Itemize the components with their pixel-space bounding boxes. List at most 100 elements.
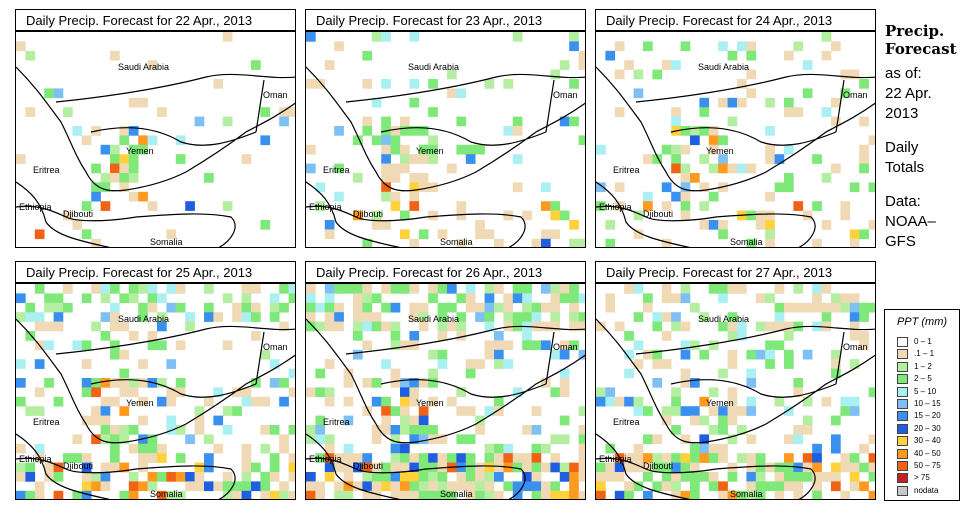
africa-coast bbox=[16, 205, 236, 247]
oman-border bbox=[255, 79, 265, 133]
precip-cell bbox=[437, 359, 448, 369]
precip-cell bbox=[541, 340, 551, 351]
precip-cell bbox=[371, 378, 382, 388]
precip-cell bbox=[110, 378, 120, 388]
precip-cell bbox=[428, 284, 438, 294]
precip-cell bbox=[53, 312, 64, 322]
precip-cell bbox=[765, 126, 775, 136]
precip-cell bbox=[418, 406, 429, 416]
precip-cell bbox=[652, 154, 663, 164]
precip-cell bbox=[484, 406, 495, 416]
precip-cell bbox=[550, 302, 561, 313]
precip-cell bbox=[578, 462, 585, 473]
precip-cell bbox=[400, 453, 410, 463]
precip-cell bbox=[334, 462, 344, 473]
precip-cell bbox=[400, 126, 410, 136]
precip-cell bbox=[222, 340, 233, 351]
precip-cell bbox=[661, 472, 672, 482]
map-label-saudi-arabia: Saudi Arabia bbox=[118, 314, 169, 324]
precip-cell bbox=[802, 396, 813, 407]
precip-cell bbox=[128, 378, 139, 388]
precip-cell bbox=[260, 481, 271, 492]
map-label-somalia: Somalia bbox=[730, 489, 763, 499]
precip-cell bbox=[550, 490, 561, 499]
precip-cell bbox=[512, 32, 523, 42]
legend-label: nodata bbox=[914, 485, 939, 495]
precip-cell bbox=[110, 425, 120, 435]
map-label-somalia: Somalia bbox=[150, 237, 183, 247]
precip-cell bbox=[306, 481, 316, 492]
precip-cell bbox=[821, 302, 832, 313]
precip-cell bbox=[559, 472, 570, 482]
precip-cell bbox=[793, 434, 804, 445]
precip-cell bbox=[624, 284, 634, 294]
precip-cell bbox=[755, 490, 766, 499]
precip-cell bbox=[569, 340, 579, 351]
precip-cell bbox=[306, 79, 316, 89]
precip-cell bbox=[643, 462, 653, 473]
precip-cell bbox=[643, 349, 653, 360]
precip-cell bbox=[840, 462, 851, 473]
precip-cell bbox=[390, 378, 401, 388]
precip-cell bbox=[279, 378, 289, 388]
precip-cell bbox=[315, 490, 326, 499]
precip-cell bbox=[428, 293, 438, 304]
precip-cell bbox=[381, 79, 391, 89]
precip-cell bbox=[512, 126, 523, 136]
precip-cell bbox=[465, 472, 476, 482]
precip-cell bbox=[680, 144, 691, 155]
precip-cell bbox=[746, 453, 757, 463]
map-label-djibouti: Djibouti bbox=[63, 461, 93, 471]
precip-cell bbox=[859, 79, 869, 89]
precip-cell bbox=[400, 462, 410, 473]
precip-cell bbox=[531, 406, 542, 416]
precip-cell bbox=[437, 321, 448, 332]
precip-cell bbox=[690, 481, 700, 492]
precip-cell bbox=[643, 453, 653, 463]
precip-cell bbox=[512, 481, 523, 492]
precip-cell bbox=[371, 32, 382, 42]
precip-cell bbox=[849, 481, 860, 492]
precip-cell bbox=[334, 191, 344, 202]
coastline bbox=[306, 66, 585, 192]
precip-cell bbox=[708, 135, 719, 146]
precip-cell bbox=[381, 135, 391, 146]
precip-cell bbox=[343, 368, 354, 379]
precip-cell bbox=[288, 284, 295, 294]
precip-cell bbox=[34, 406, 45, 416]
forecast-panel: Daily Precip. Forecast for 25 Apr., 2013… bbox=[15, 261, 296, 500]
precip-cell bbox=[793, 490, 804, 499]
map-label-djibouti: Djibouti bbox=[353, 209, 383, 219]
precip-cell bbox=[353, 312, 363, 322]
precip-cell bbox=[269, 312, 280, 322]
precip-cell bbox=[578, 312, 585, 322]
precip-cell bbox=[110, 462, 120, 473]
precip-cell bbox=[690, 453, 700, 463]
precip-cell bbox=[652, 349, 663, 360]
precip-cell bbox=[381, 396, 391, 407]
precip-cell bbox=[512, 312, 523, 322]
precip-cell bbox=[569, 116, 579, 127]
precip-cell bbox=[34, 387, 45, 398]
precip-cell bbox=[334, 481, 344, 492]
precip-cell bbox=[400, 481, 410, 492]
map-label-saudi-arabia: Saudi Arabia bbox=[408, 314, 459, 324]
precip-cell bbox=[802, 415, 813, 426]
precip-cell bbox=[315, 321, 326, 332]
map-label-saudi-arabia: Saudi Arabia bbox=[118, 62, 169, 72]
precip-cell bbox=[447, 396, 457, 407]
precip-cell bbox=[418, 453, 429, 463]
precip-cell bbox=[288, 453, 295, 463]
precip-map-svg: Saudi Arabia Oman Yemen Eritrea Ethiopia Djib… bbox=[306, 284, 585, 499]
precip-cell bbox=[400, 163, 410, 174]
precip-cell bbox=[614, 107, 625, 117]
precip-cell bbox=[503, 293, 514, 304]
precip-cell bbox=[409, 182, 420, 193]
precip-cell bbox=[718, 229, 728, 240]
precip-cell bbox=[793, 425, 804, 435]
precip-cell bbox=[755, 293, 766, 304]
precip-cell bbox=[802, 349, 813, 360]
precip-cell bbox=[63, 210, 73, 221]
precip-cell bbox=[605, 472, 616, 482]
precip-cell bbox=[110, 349, 120, 360]
